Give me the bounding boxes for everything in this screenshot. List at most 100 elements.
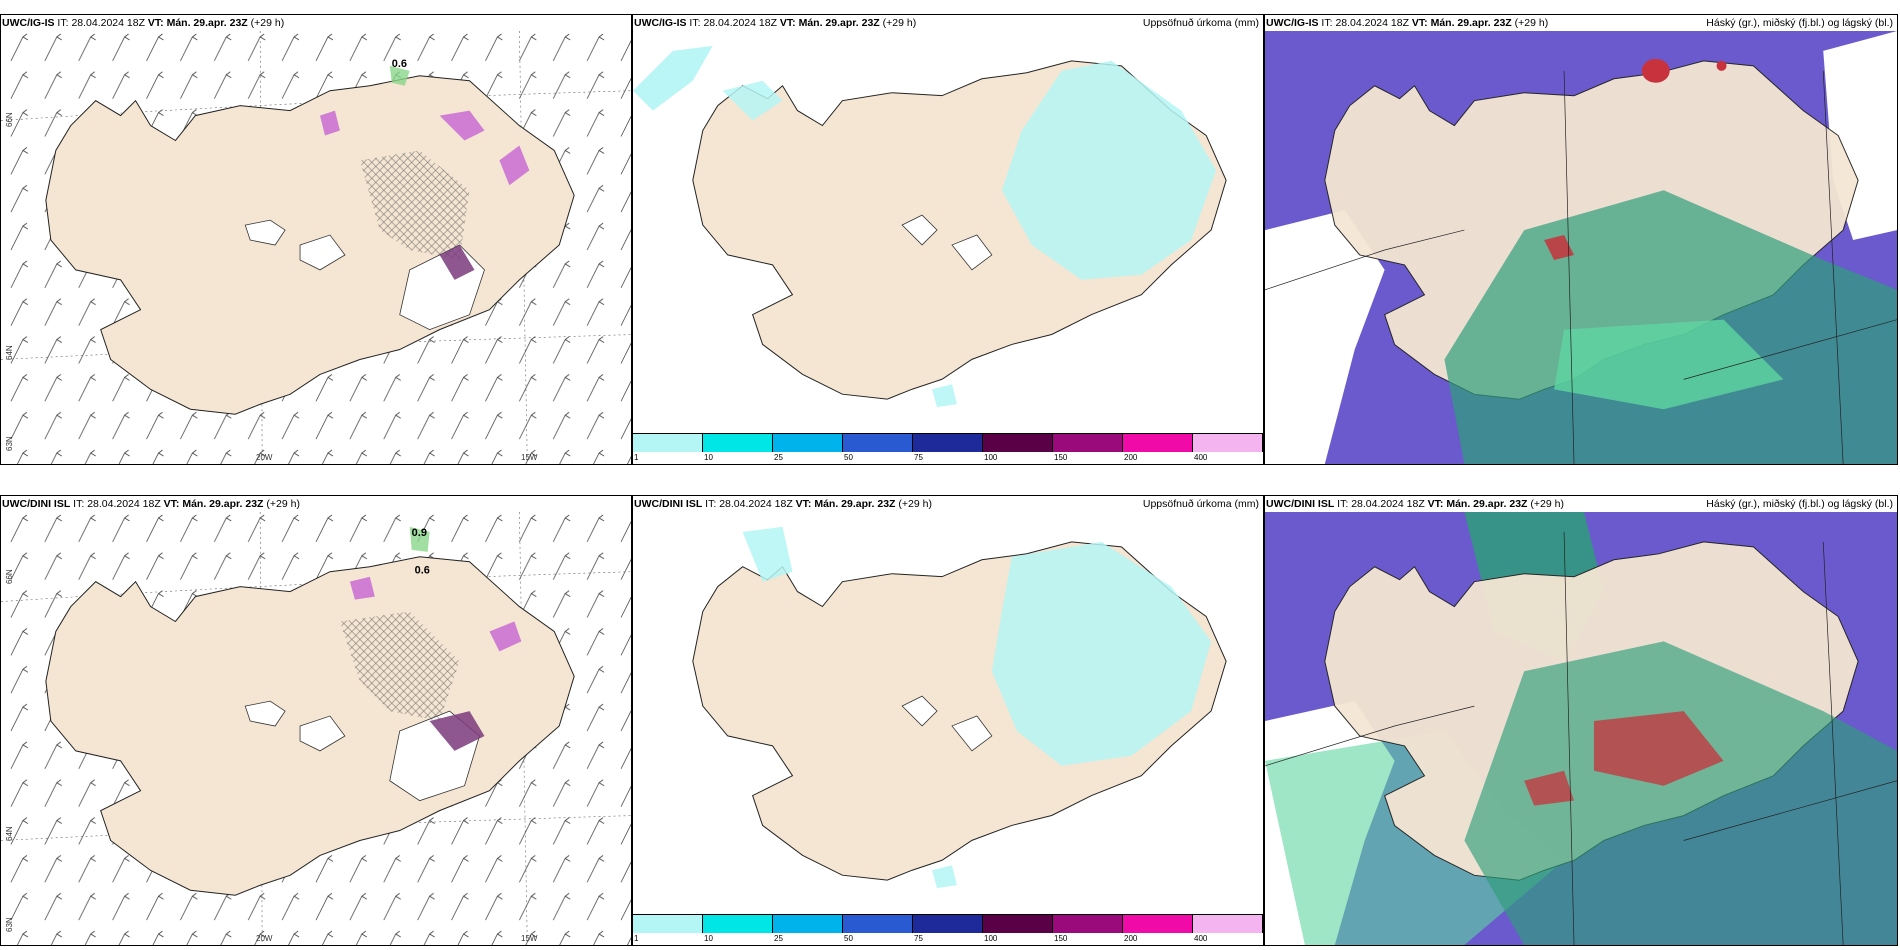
lat-label: 63N bbox=[5, 917, 14, 932]
max-value-label: 0.6 bbox=[392, 58, 407, 70]
lat-label: 64N bbox=[5, 826, 14, 841]
colorbar-ticks: 1 10 25 50 75 100 150 200 400 bbox=[633, 934, 1263, 944]
colorbar-segment bbox=[913, 915, 983, 933]
tick-label: 100 bbox=[984, 453, 998, 462]
colorbar-ticks: 1 10 25 50 75 100 150 200 400 bbox=[633, 453, 1263, 463]
iceland-wind-map: 0.9 0.6 bbox=[1, 512, 631, 945]
it-value: 28.04.2024 18Z bbox=[71, 17, 145, 29]
tick-label: 50 bbox=[844, 453, 853, 462]
map-area bbox=[1265, 512, 1897, 945]
it-label: IT: bbox=[1337, 498, 1349, 510]
tick-label: 1 bbox=[634, 934, 639, 943]
cloud-map-panel-bottom: UWC/DINI ISL IT: 28.04.2024 18Z VT: Mán.… bbox=[1264, 495, 1898, 946]
colorbar-segment bbox=[913, 434, 983, 452]
vt-label: VT: bbox=[1427, 498, 1444, 510]
lon-label: 20W bbox=[256, 934, 273, 943]
precip-map-panel-bottom: UWC/DINI ISL IT: 28.04.2024 18Z VT: Mán.… bbox=[632, 495, 1264, 946]
tick-label: 200 bbox=[1124, 934, 1138, 943]
model-name: UWC/DINI ISL bbox=[634, 498, 703, 510]
vt-value: Mán. 29.apr. 23Z bbox=[1430, 17, 1512, 29]
vt-value: Mán. 29.apr. 23Z bbox=[182, 498, 264, 510]
wind-map-panel-top: UWC/IG-IS IT: 28.04.2024 18Z VT: Mán. 29… bbox=[0, 14, 632, 465]
model-name: UWC/IG-IS bbox=[1266, 17, 1319, 29]
lon-label: 15W bbox=[521, 934, 538, 943]
model-name: UWC/IG-IS bbox=[634, 17, 687, 29]
iceland-precip-map bbox=[633, 45, 1227, 408]
max-value-label: 0.9 bbox=[412, 527, 427, 539]
tick-label: 10 bbox=[704, 453, 713, 462]
tick-label: 150 bbox=[1054, 934, 1068, 943]
cloud-title: Háský (gr.), miðský (fj.bl.) og lágský (… bbox=[1706, 498, 1893, 510]
it-value: 28.04.2024 18Z bbox=[719, 498, 793, 510]
wind-map-panel-bottom: UWC/DINI ISL IT: 28.04.2024 18Z VT: Mán.… bbox=[0, 495, 632, 946]
map-area bbox=[633, 31, 1263, 434]
offset: (+29 h) bbox=[1530, 498, 1564, 510]
tick-label: 10 bbox=[704, 934, 713, 943]
precip-map-panel-top: UWC/IG-IS IT: 28.04.2024 18Z VT: Mán. 29… bbox=[632, 14, 1264, 465]
model-name: UWC/DINI ISL bbox=[2, 498, 71, 510]
lat-label: 66N bbox=[5, 569, 14, 584]
iceland-cloud-map bbox=[1265, 31, 1897, 464]
colorbar-segment bbox=[773, 434, 843, 452]
colorbar-segment bbox=[773, 915, 843, 933]
offset: (+29 h) bbox=[250, 17, 285, 29]
vt-value: Mán. 29.apr. 23Z bbox=[166, 17, 248, 29]
colorbar-segment bbox=[843, 915, 913, 933]
vt-label: VT: bbox=[147, 17, 164, 29]
vt-label: VT: bbox=[1411, 17, 1428, 29]
model-name: UWC/IG-IS bbox=[2, 17, 55, 29]
tick-label: 200 bbox=[1124, 453, 1138, 462]
offset: (+29 h) bbox=[882, 17, 917, 29]
tick-label: 25 bbox=[774, 934, 783, 943]
colorbar-segment bbox=[1193, 915, 1263, 933]
iceland-precip-map bbox=[692, 526, 1227, 889]
it-label: IT: bbox=[73, 498, 85, 510]
tick-label: 150 bbox=[1054, 453, 1068, 462]
panel-header: UWC/IG-IS IT: 28.04.2024 18Z VT: Mán. 29… bbox=[1266, 16, 1548, 30]
precip-title: Uppsöfnuð úrkoma (mm) bbox=[1142, 17, 1259, 29]
it-label: IT: bbox=[689, 17, 701, 29]
map-area: 0.6 bbox=[1, 31, 631, 464]
colorbar-segment bbox=[633, 434, 703, 452]
it-value: 28.04.2024 18Z bbox=[703, 17, 777, 29]
lat-label: 66N bbox=[5, 112, 14, 127]
offset: (+29 h) bbox=[1514, 17, 1549, 29]
max-value-label: 0.6 bbox=[415, 565, 430, 577]
tick-label: 1 bbox=[634, 453, 639, 462]
vt-label: VT: bbox=[779, 17, 796, 29]
iceland-wind-map: 0.6 bbox=[1, 31, 631, 464]
colorbar-segment bbox=[1123, 434, 1193, 452]
tick-label: 25 bbox=[774, 453, 783, 462]
vt-value: Mán. 29.apr. 23Z bbox=[814, 498, 896, 510]
lat-label: 63N bbox=[5, 436, 14, 451]
colorbar-segment bbox=[1053, 434, 1123, 452]
colorbar-segment bbox=[1123, 915, 1193, 933]
precip-colorbar bbox=[633, 914, 1263, 933]
panel-header: UWC/IG-IS IT: 28.04.2024 18Z VT: Mán. 29… bbox=[634, 16, 916, 30]
it-label: IT: bbox=[57, 17, 69, 29]
iceland-cloud-map bbox=[1265, 512, 1897, 945]
colorbar-segment bbox=[1193, 434, 1263, 452]
tick-label: 50 bbox=[844, 934, 853, 943]
colorbar-segment bbox=[633, 915, 703, 933]
map-area bbox=[633, 512, 1263, 915]
tick-label: 100 bbox=[984, 934, 998, 943]
map-area bbox=[1265, 31, 1897, 464]
vt-value: Mán. 29.apr. 23Z bbox=[1446, 498, 1528, 510]
map-area: 0.9 0.6 bbox=[1, 512, 631, 945]
colorbar-segment bbox=[843, 434, 913, 452]
precip-colorbar bbox=[633, 433, 1263, 452]
tick-label: 400 bbox=[1194, 453, 1208, 462]
it-value: 28.04.2024 18Z bbox=[1335, 17, 1409, 29]
colorbar-segment bbox=[983, 434, 1053, 452]
lon-label: 20W bbox=[256, 453, 273, 462]
lat-label: 64N bbox=[5, 345, 14, 360]
it-value: 28.04.2024 18Z bbox=[1351, 498, 1425, 510]
colorbar-segment bbox=[703, 915, 773, 933]
colorbar-segment bbox=[703, 434, 773, 452]
panel-header: UWC/DINI ISL IT: 28.04.2024 18Z VT: Mán.… bbox=[634, 497, 932, 511]
it-label: IT: bbox=[705, 498, 717, 510]
it-label: IT: bbox=[1321, 17, 1333, 29]
colorbar-segment bbox=[983, 915, 1053, 933]
cloud-map-panel-top: UWC/IG-IS IT: 28.04.2024 18Z VT: Mán. 29… bbox=[1264, 14, 1898, 465]
